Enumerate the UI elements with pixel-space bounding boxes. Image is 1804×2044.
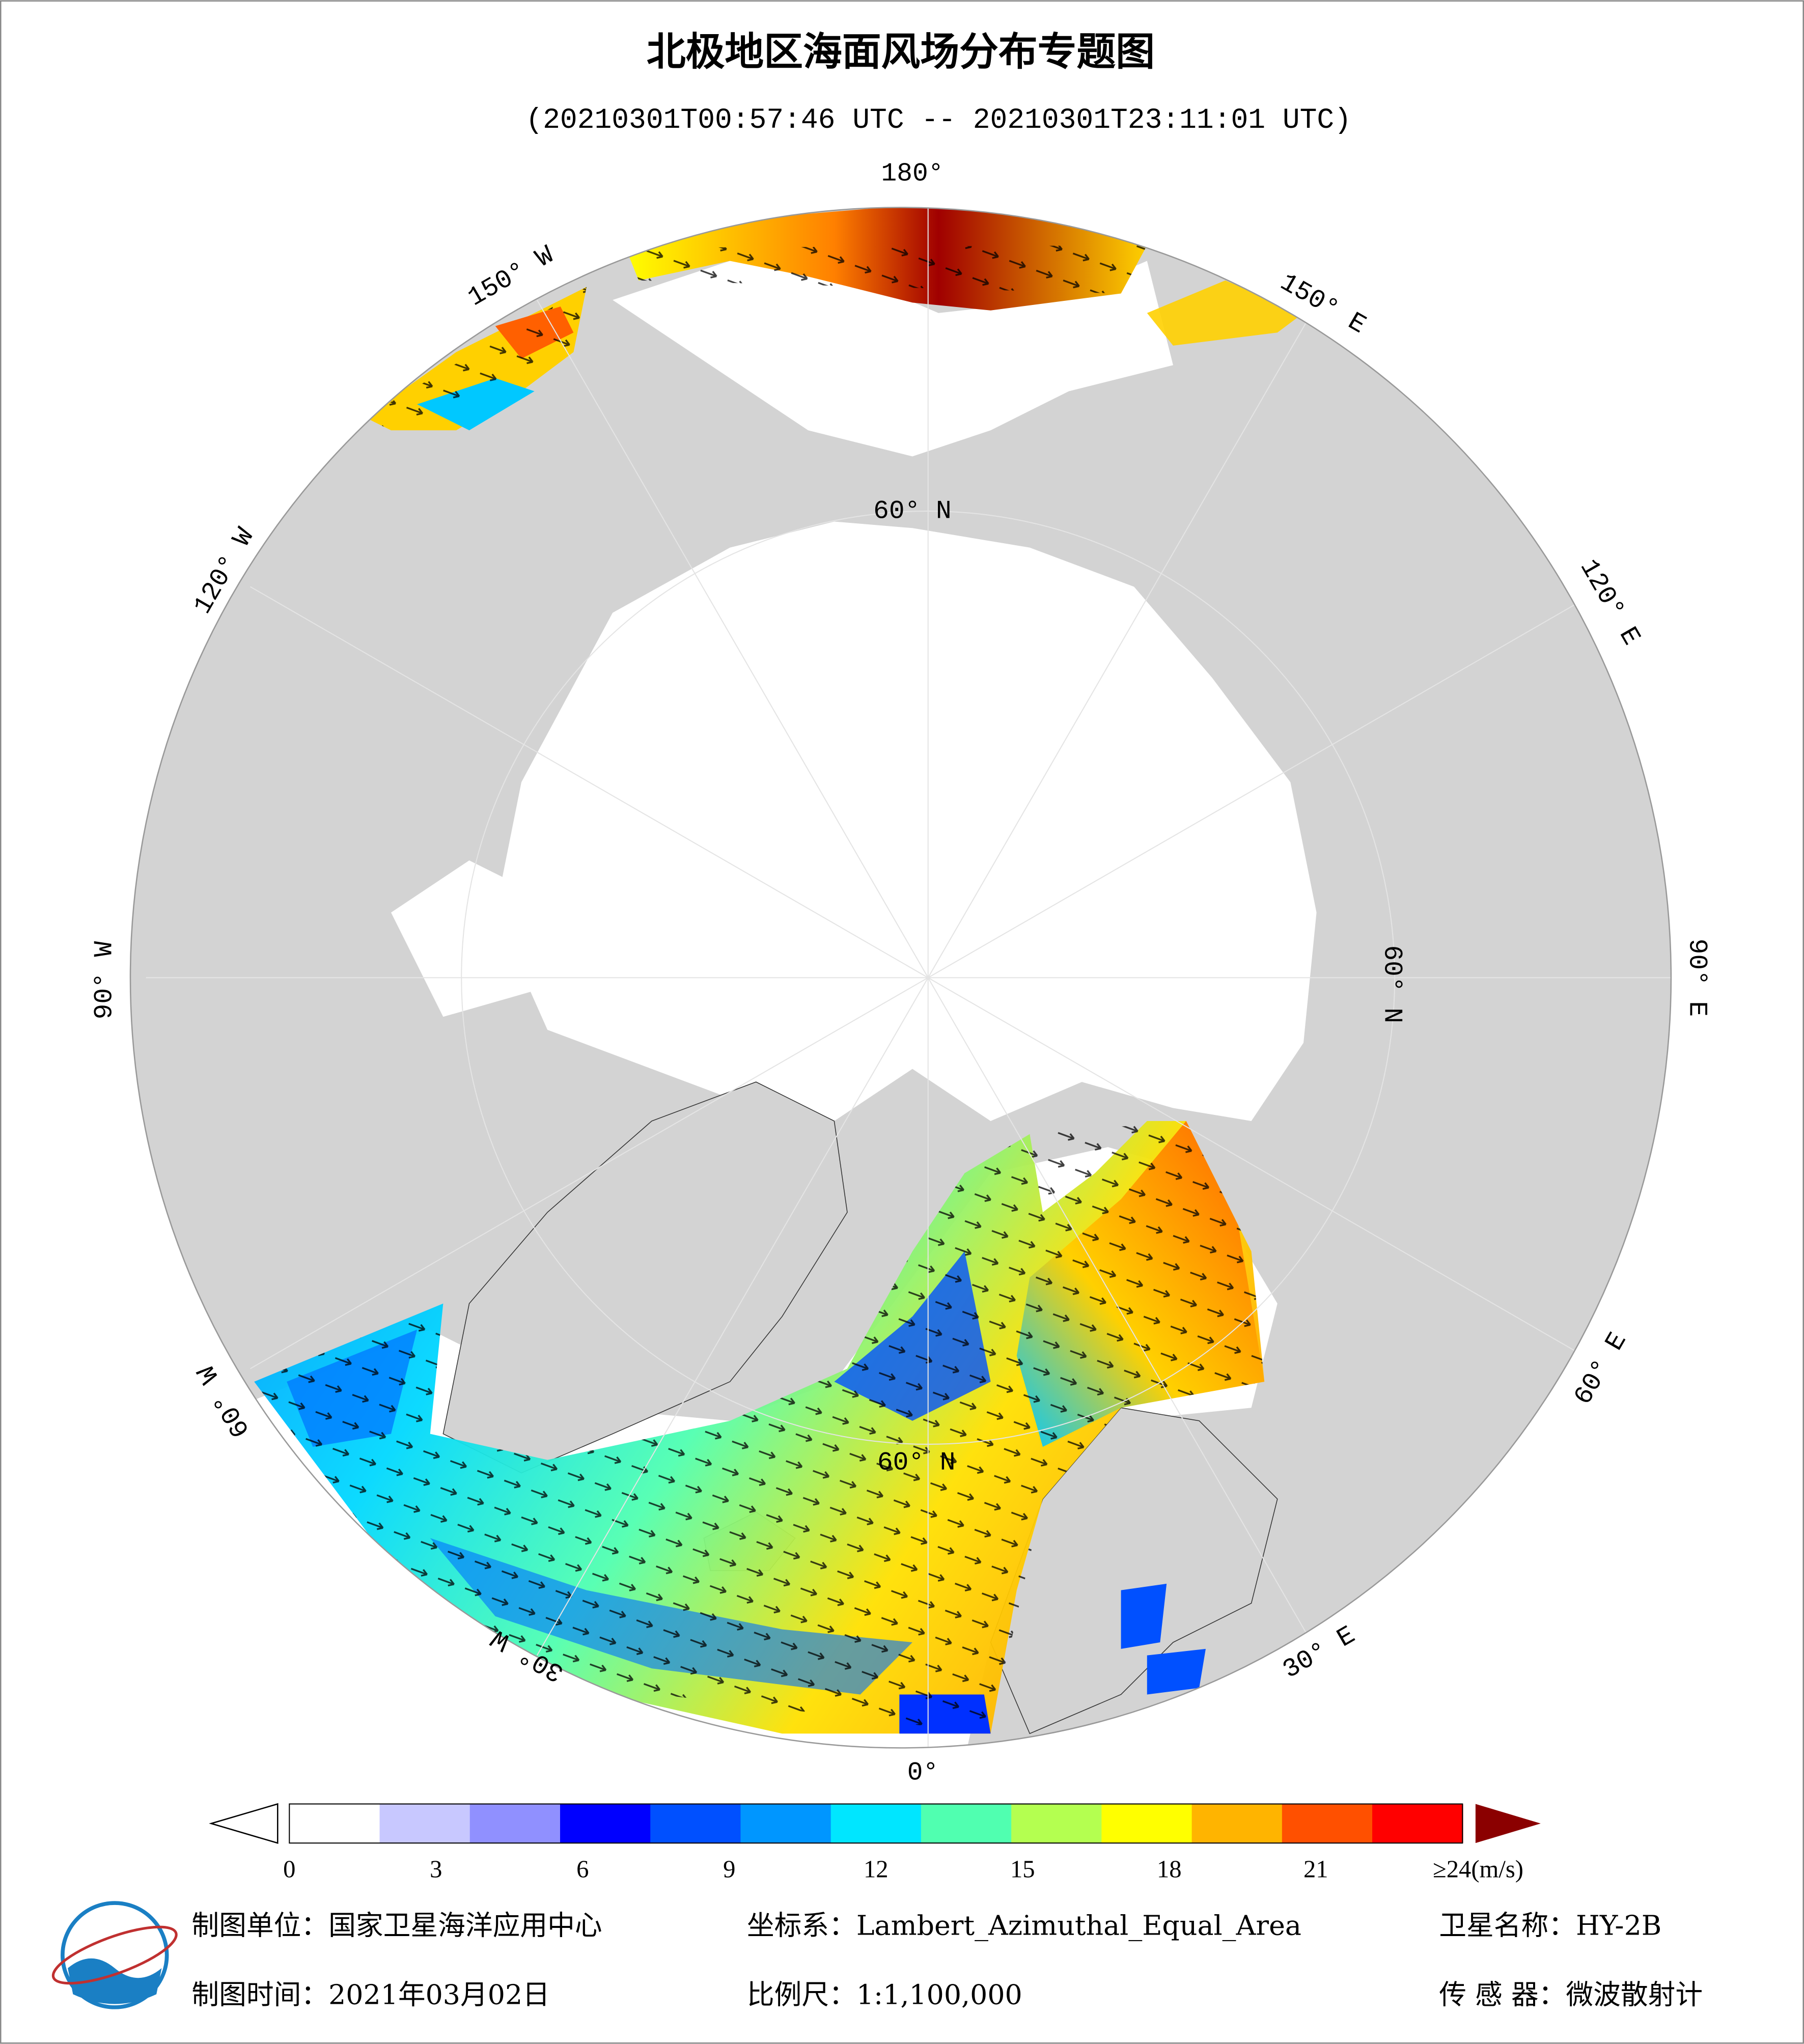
colorbar-border xyxy=(289,1803,1463,1844)
colorbar-tick-label: 18 xyxy=(1157,1856,1182,1883)
colorbar-step xyxy=(740,1804,831,1843)
colorbar-step xyxy=(921,1804,1012,1843)
colorbar-tick-label: 0 xyxy=(283,1856,295,1883)
meridian-label: 180° xyxy=(881,159,944,188)
colorbar-over xyxy=(1475,1804,1541,1843)
colorbar-step xyxy=(1011,1804,1102,1843)
colorbar-tick-label: 9 xyxy=(723,1856,735,1883)
footer: 制图单位：国家卫星海洋应用中心 坐标系：Lambert_Azimuthal_Eq… xyxy=(191,1910,1703,2011)
colorbar-step xyxy=(1372,1804,1463,1843)
arctic-ocean xyxy=(495,521,1317,1122)
parallel-label: 60° N xyxy=(877,1448,956,1477)
colorbar: 0 3 6 9 12 15 18 21 ≥24(m/s) xyxy=(209,1803,1541,1883)
bering-sea xyxy=(613,261,1173,457)
colorbar-under xyxy=(209,1803,279,1844)
colorbar-tick-label: 12 xyxy=(864,1856,889,1883)
map-edge xyxy=(129,207,1672,1749)
colorbar-step xyxy=(560,1804,651,1843)
meridian-label: 90° W xyxy=(90,941,119,1020)
scandinavia xyxy=(990,1407,1278,1734)
colorbar-step xyxy=(379,1804,471,1843)
footer-text: 卫星名称：HY-2B xyxy=(1439,1910,1661,1942)
logo xyxy=(51,1901,178,2009)
colorbar-step xyxy=(289,1804,380,1843)
graticule xyxy=(146,207,1671,1748)
colorbar-tick-label: 6 xyxy=(576,1856,589,1883)
colorbar-step xyxy=(1282,1804,1373,1843)
footer-text: 坐标系：Lambert_Azimuthal_Equal_Area xyxy=(747,1910,1301,1942)
title: 北极地区海面风场分布专题图 xyxy=(647,29,1155,75)
map-disc xyxy=(130,207,1671,1748)
footer-text: 传 感 器：微波散射计 xyxy=(1439,1978,1703,2010)
parallel-label: 60° N xyxy=(873,497,952,526)
colorbar-tick-label: ≥24(m/s) xyxy=(1433,1856,1523,1883)
colorbar-step xyxy=(650,1804,741,1843)
parallel-label: 60° N xyxy=(1377,945,1407,1023)
colorbar-step xyxy=(469,1804,561,1843)
colorbar-step xyxy=(830,1804,922,1843)
colorbar-tick-label: 3 xyxy=(430,1856,442,1883)
wind-field xyxy=(254,207,1303,1734)
footer-text: 制图单位：国家卫星海洋应用中心 xyxy=(191,1910,602,1942)
meridian-label: 0° xyxy=(907,1758,938,1788)
footer-text: 制图时间：2021年03月02日 xyxy=(191,1978,550,2010)
footer-text: 比例尺：1:1,100,000 xyxy=(747,1978,1022,2010)
colorbar-tick-label: 15 xyxy=(1010,1856,1035,1883)
meridian-label: 90° E xyxy=(1682,939,1712,1017)
colorbar-step xyxy=(1101,1804,1192,1843)
subtitle: (20210301T00:57:46 UTC -- 20210301T23:11… xyxy=(525,104,1351,136)
colorbar-tick-label: 21 xyxy=(1303,1856,1328,1883)
colorbar-step xyxy=(1191,1804,1283,1843)
